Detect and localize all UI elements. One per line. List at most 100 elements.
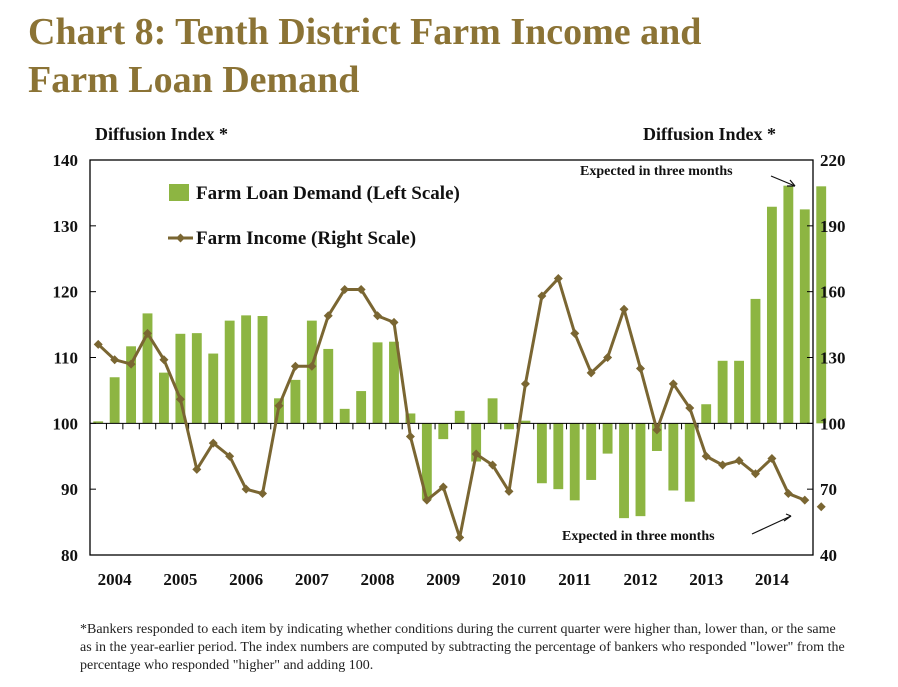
farm-income-marker [570,328,580,338]
farm-income-marker [734,456,744,466]
bar-farm-loan-demand [668,423,679,491]
farm-income-marker [767,453,777,463]
bar-farm-loan-demand [126,346,137,424]
bar-farm-loan-demand [109,377,120,424]
farm-income-marker [93,339,103,349]
bar-farm-loan-demand [142,313,153,424]
bar-farm-loan-demand [619,423,629,519]
bar-farm-loan-demand [717,360,728,424]
farm-income-marker [422,495,432,505]
bar-farm-loan-demand [816,186,827,424]
right-y-tick-label: 100 [820,414,846,433]
bar-farm-loan-demand [635,423,646,517]
farm-income-marker [274,401,284,411]
bar-farm-loan-demand [701,404,712,424]
x-tick-label: 2006 [229,570,263,589]
farm-income-marker [668,379,678,389]
axes-group [89,159,814,556]
annotation-expected-farm-income: Expected in three months [562,529,715,544]
farm-income-marker [603,353,613,362]
x-tick-label: 2005 [163,570,197,589]
farm-income-marker [110,355,120,365]
bar-farm-loan-demand [290,379,301,424]
farm-income-marker [373,311,383,321]
bar-farm-loan-demand [536,423,547,484]
x-tick-label: 2013 [689,570,723,589]
left-y-tick-label: 90 [61,480,78,499]
x-tick-label: 2014 [755,570,790,589]
bar-farm-loan-demand [323,348,334,424]
farm-income-marker [175,394,185,404]
chart-title-line-2: Farm Loan Demand [28,59,360,101]
x-tick-label: 2008 [361,570,395,589]
bar-farm-loan-demand [586,423,597,480]
annotation-expected-loan-demand: Expected in three months [580,164,733,179]
farm-income-marker [685,403,695,413]
bar-farm-loan-demand [684,423,695,502]
farm-income-line [97,277,806,539]
bar-farm-loan-demand [750,298,761,424]
x-tick-label: 2010 [492,570,526,589]
bar-farm-loan-demand [651,423,662,451]
farm-income-marker [143,328,153,338]
right-y-tick-label: 40 [820,546,837,565]
farm-income-marker [783,489,793,499]
farm-income-marker [471,449,481,459]
right-y-tick-label: 130 [820,349,846,368]
legend-label-farm-income: Farm Income (Right Scale) [196,228,416,249]
farm-income-marker [520,379,530,389]
legend-marker-farm-income [176,233,185,243]
right-y-tick-label: 70 [820,480,837,499]
farm-income-marker [586,368,596,378]
annotation-arrow-farm-income [751,515,792,535]
annotation-arrowhead-loan-demand [787,179,796,187]
right-y-tick-label: 190 [820,217,846,236]
x-tick-label: 2011 [558,570,591,589]
footnote: *Bankers responded to each item by indic… [80,622,845,673]
farm-income-marker [340,284,350,294]
bar-farm-loan-demand [191,333,202,424]
x-tick-label: 2007 [295,570,330,589]
farm-income-marker [225,451,235,461]
bar-farm-loan-demand [734,360,744,424]
farm-income-marker [537,291,547,301]
x-tick-label: 2012 [623,570,657,589]
bar-farm-loan-demand [799,209,810,424]
left-y-tick-label: 80 [61,546,78,565]
bar-farm-loan-demand [766,206,777,424]
bar-series-group [93,185,827,519]
farm-income-marker [816,502,826,512]
bar-farm-loan-demand [208,353,219,424]
bar-farm-loan-demand [471,423,482,462]
legend-swatch-farm-loan-demand [169,184,189,201]
farm-income-marker [488,460,498,470]
farm-income-marker [652,425,662,435]
farm-income-marker [405,432,415,441]
farm-income-marker [290,361,300,371]
bar-farm-loan-demand [553,423,564,490]
bar-farm-loan-demand [405,413,416,424]
left-y-tick-label: 100 [53,414,79,433]
line-series-group [93,274,826,542]
right-axis-label: Diffusion Index * [643,124,777,144]
legend-label-farm-loan-demand: Farm Loan Demand (Left Scale) [196,183,460,204]
farm-income-marker [750,469,760,479]
bar-farm-loan-demand [421,423,432,500]
bar-farm-loan-demand [520,420,531,424]
bar-farm-loan-demand [257,316,268,424]
bar-farm-loan-demand [602,423,613,454]
bar-farm-loan-demand [93,421,104,424]
bar-farm-loan-demand [306,320,317,424]
farm-income-marker [208,438,218,448]
farm-income-marker [126,359,136,369]
farm-income-marker [619,304,629,314]
farm-income-marker [438,482,448,492]
left-axis-label: Diffusion Index * [95,124,229,144]
annotations-group: Expected in three months Expected in thr… [562,164,796,544]
farm-income-marker [323,311,333,321]
bar-farm-loan-demand [241,315,252,424]
left-y-tick-label: 140 [53,151,79,170]
farm-income-marker [701,451,711,461]
legend: Farm Loan Demand (Left Scale) Farm Incom… [168,183,460,249]
